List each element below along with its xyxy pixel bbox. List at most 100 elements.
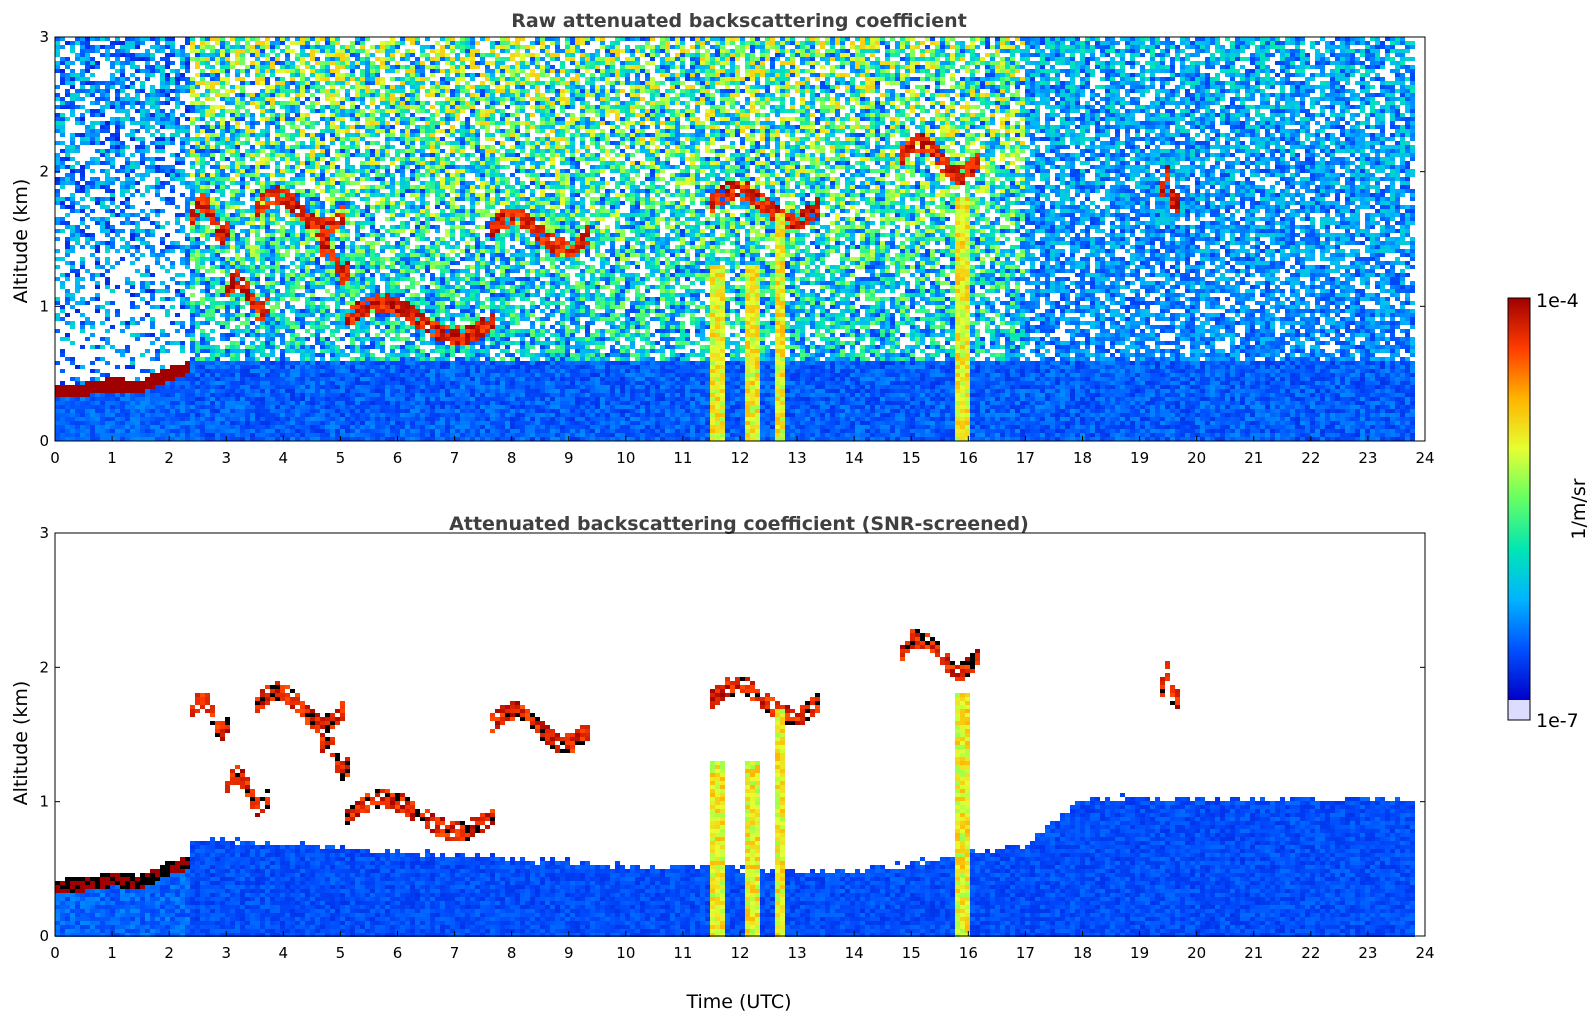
- heatmap-cell: [260, 69, 265, 73]
- heatmap-cell: [365, 409, 370, 413]
- heatmap-cell: [60, 413, 65, 417]
- heatmap-cell: [120, 145, 125, 149]
- heatmap-cell: [130, 281, 135, 285]
- heatmap-cell: [80, 417, 85, 421]
- heatmap-cell: [345, 421, 350, 425]
- heatmap-cell: [240, 381, 245, 385]
- heatmap-cell: [305, 117, 310, 121]
- heatmap-cell: [290, 225, 295, 229]
- heatmap-cell: [390, 85, 395, 89]
- heatmap-cell: [320, 349, 325, 353]
- heatmap-cell: [285, 229, 290, 233]
- heatmap-cell: [165, 257, 170, 261]
- heatmap-cell: [275, 421, 280, 425]
- heatmap-cell: [80, 77, 85, 81]
- heatmap-cell: [160, 389, 165, 393]
- heatmap-cell: [380, 201, 385, 205]
- heatmap-cell: [170, 321, 175, 325]
- heatmap-cell: [140, 389, 145, 393]
- heatmap-cell: [370, 277, 375, 281]
- heatmap-cell: [385, 49, 390, 53]
- heatmap-cell: [375, 325, 380, 329]
- heatmap-cell: [105, 229, 110, 233]
- heatmap-cell: [280, 293, 285, 297]
- heatmap-cell: [185, 41, 190, 45]
- heatmap-cell: [180, 273, 185, 277]
- heatmap-cell: [380, 277, 385, 281]
- heatmap-cell: [370, 45, 375, 49]
- heatmap-cell: [280, 397, 285, 401]
- heatmap-cell: [145, 369, 150, 373]
- heatmap-cell: [245, 433, 250, 437]
- heatmap-cell: [355, 301, 360, 305]
- heatmap-cell: [230, 145, 235, 149]
- heatmap-cell: [365, 81, 370, 85]
- heatmap-cell: [55, 437, 60, 441]
- heatmap-cell: [350, 421, 355, 425]
- heatmap-cell: [80, 433, 85, 437]
- heatmap-cell: [130, 401, 135, 405]
- heatmap-cell: [375, 381, 380, 385]
- heatmap-cell: [285, 377, 290, 381]
- heatmap-cell: [185, 397, 190, 401]
- heatmap-cell: [255, 273, 260, 277]
- heatmap-cell: [120, 353, 125, 357]
- heatmap-cell: [365, 233, 370, 237]
- heatmap-cell: [285, 101, 290, 105]
- heatmap-cell: [190, 329, 195, 333]
- heatmap-cell: [95, 433, 100, 437]
- heatmap-cell: [150, 289, 155, 293]
- heatmap-cell: [285, 201, 290, 205]
- heatmap-cell: [210, 257, 215, 261]
- heatmap-cell: [275, 241, 280, 245]
- heatmap-cell: [270, 49, 275, 53]
- heatmap-cell: [55, 417, 60, 421]
- heatmap-cell: [340, 405, 345, 409]
- heatmap-cell: [265, 397, 270, 401]
- heatmap-cell: [320, 361, 325, 365]
- heatmap-cell: [340, 257, 345, 261]
- heatmap-cell: [110, 157, 115, 161]
- heatmap-cell: [290, 413, 295, 417]
- heatmap-cell: [240, 49, 245, 53]
- heatmap-cell: [330, 45, 335, 49]
- heatmap-cell: [175, 405, 180, 409]
- heatmap-cell: [140, 421, 145, 425]
- heatmap-cell: [300, 409, 305, 413]
- heatmap-cell: [300, 37, 305, 41]
- heatmap-cell: [120, 405, 125, 409]
- heatmap-cell: [330, 193, 335, 197]
- heatmap-cell: [290, 133, 295, 137]
- heatmap-cell: [235, 417, 240, 421]
- heatmap-cell: [225, 365, 230, 369]
- heatmap-cell: [105, 373, 110, 377]
- heatmap-cell: [270, 425, 275, 429]
- heatmap-cell: [95, 377, 100, 381]
- heatmap-cell: [305, 281, 310, 285]
- heatmap-cell: [375, 409, 380, 413]
- heatmap-cell: [345, 233, 350, 237]
- heatmap-cell: [305, 189, 310, 193]
- heatmap-cell: [60, 117, 65, 121]
- heatmap-cell: [195, 49, 200, 53]
- heatmap-cell: [70, 377, 75, 381]
- heatmap-cell: [135, 77, 140, 81]
- heatmap-cell: [140, 69, 145, 73]
- heatmap-cell: [105, 421, 110, 425]
- heatmap-cell: [140, 237, 145, 241]
- heatmap-cell: [365, 57, 370, 61]
- heatmap-cell: [180, 381, 185, 385]
- heatmap-cell: [355, 293, 360, 297]
- heatmap-cell: [160, 185, 165, 189]
- heatmap-cell: [390, 189, 395, 193]
- heatmap-cell: [70, 357, 75, 361]
- heatmap-cell: [245, 289, 250, 293]
- heatmap-cell: [250, 133, 255, 137]
- heatmap-cell: [190, 433, 195, 437]
- heatmap-cell: [190, 293, 195, 297]
- heatmap-cell: [55, 177, 60, 181]
- heatmap-cell: [255, 169, 260, 173]
- heatmap-cell: [105, 89, 110, 93]
- heatmap-cell: [300, 357, 305, 361]
- heatmap-cell: [80, 413, 85, 417]
